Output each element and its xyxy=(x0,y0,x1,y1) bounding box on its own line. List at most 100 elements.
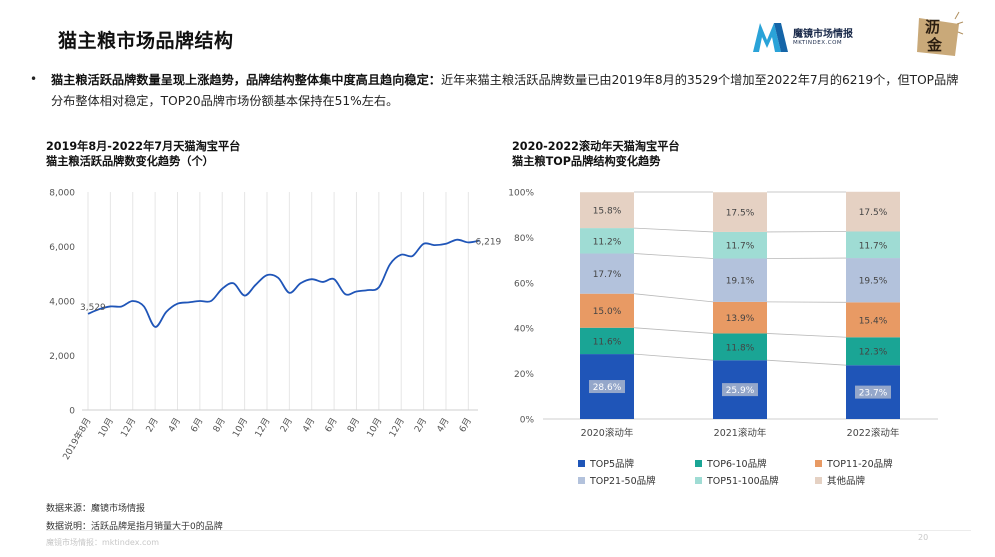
bar-segment xyxy=(846,258,900,303)
legend-label: TOP11-20品牌 xyxy=(827,459,893,470)
brand-url: MKTINDEX.COM xyxy=(793,40,843,46)
line-chart-series-line xyxy=(87,238,480,328)
bar-data-label: 15.8% xyxy=(593,207,622,217)
bar-chart-connector-line xyxy=(633,293,714,303)
bar-segment xyxy=(580,228,634,254)
bar-segment xyxy=(713,258,767,302)
line-chart-y-tick-label: 8,000 xyxy=(49,189,75,199)
bar-data-label: 15.0% xyxy=(593,307,622,317)
brand-logo: 魔镜市场情报 MKTINDEX.COM xyxy=(751,20,861,54)
bar-data-label: 15.4% xyxy=(859,316,888,326)
bar-segment xyxy=(713,192,767,232)
bar-category-label: 2021滚动年 xyxy=(714,427,767,439)
line-chart-x-tick-label: 12月 xyxy=(387,416,407,439)
line-chart-title: 2019年8月-2022年7月天猫淘宝平台 猫主粮活跃品牌数变化趋势（个） xyxy=(46,139,240,169)
bar-segment xyxy=(713,231,767,259)
bar-chart-y-tick-label: 100% xyxy=(508,189,534,199)
legend-label: TOP21-50品牌 xyxy=(590,476,656,487)
legend-swatch xyxy=(578,460,585,467)
bar-chart-y-tick-label: 20% xyxy=(514,370,534,380)
bar-segment xyxy=(580,253,634,294)
line-chart-x-tick-label: 6月 xyxy=(323,416,340,434)
line-chart-x-tick-label: 6月 xyxy=(457,416,474,434)
bar-chart-title-line1: 2020-2022滚动年天猫淘宝平台 xyxy=(512,140,680,153)
stacked-bar-chart: 0% 20% 40% 60% 80% 100% 28.6% 11.6% 15.0% 17.7% 11… xyxy=(508,189,938,439)
legend-item: TOP51-100品牌 xyxy=(695,473,779,487)
legend-swatch xyxy=(815,460,822,467)
definition-note: 数据说明：活跃品牌是指月销量大于0的品牌 xyxy=(46,522,223,532)
legend-swatch xyxy=(815,477,822,484)
bar-data-label: 25.9% xyxy=(726,386,755,396)
lijin-badge-icon: 沥 金 xyxy=(917,11,964,56)
line-chart-data-label: 3,529 xyxy=(80,303,106,313)
bar-chart-y-tick-label: 0% xyxy=(520,416,535,426)
line-chart-y-tick-label: 4,000 xyxy=(49,298,75,308)
bar-data-label-background xyxy=(855,385,891,399)
legend-swatch xyxy=(695,460,702,467)
source-note: 数据来源：魔镜市场情报 xyxy=(46,504,146,514)
badge-char-1: 沥 xyxy=(925,18,940,36)
bar-data-label-background xyxy=(722,383,758,397)
bar-segment xyxy=(846,191,900,232)
bar-chart-y-tick-label: 80% xyxy=(514,234,534,244)
bar-data-label: 19.1% xyxy=(726,277,755,287)
bar-chart-connector-line xyxy=(766,333,847,338)
line-chart-y-tick-label: 0 xyxy=(69,407,75,417)
line-chart-x-tick-label: 2月 xyxy=(144,416,161,434)
line-chart-x-tick-label: 2月 xyxy=(412,416,429,434)
bar-data-label: 23.7% xyxy=(859,389,888,399)
bar-data-label: 17.5% xyxy=(726,209,755,219)
bar-data-label: 11.6% xyxy=(593,337,622,347)
bar-chart-title: 2020-2022滚动年天猫淘宝平台 猫主粮TOP品牌结构变化趋势 xyxy=(512,139,680,169)
bar-chart-connector-line xyxy=(633,253,714,259)
bar-chart-connector-line xyxy=(633,327,714,334)
bar-chart-y-tick-label: 40% xyxy=(514,325,534,335)
line-chart-x-tick-label: 4月 xyxy=(435,416,452,434)
line-chart-x-tick-label: 12月 xyxy=(119,416,139,439)
summary-body: 近年来猫主粮活跃品牌数量已由2019年8月的3529个增加至2022年7月的62… xyxy=(51,73,959,108)
line-chart-x-tick-label: 8月 xyxy=(211,416,228,434)
footer-divider xyxy=(46,530,971,531)
legend-label: 其他品牌 xyxy=(827,476,866,487)
line-chart-y-tick-label: 2,000 xyxy=(49,352,75,362)
bar-data-label: 11.8% xyxy=(726,343,755,353)
line-chart-x-tick-label: 8月 xyxy=(345,416,362,434)
bar-segment xyxy=(713,301,767,334)
bar-segment xyxy=(846,302,900,338)
legend-item: 其他品牌 xyxy=(815,473,865,487)
bar-data-label: 28.6% xyxy=(593,383,622,393)
legend-item: TOP11-20品牌 xyxy=(815,456,893,470)
line-chart-x-tick-label: 10月 xyxy=(230,416,250,439)
bar-segment xyxy=(846,337,900,366)
brand-m-icon xyxy=(753,23,788,52)
legend-swatch xyxy=(578,477,585,484)
line-chart-x-tick-label: 4月 xyxy=(166,416,183,434)
line-chart-x-tick-label: 10月 xyxy=(96,416,116,439)
bar-category-label: 2022滚动年 xyxy=(847,427,900,439)
bar-segment xyxy=(580,293,634,328)
page-title: 猫主粮市场品牌结构 xyxy=(58,30,234,52)
bar-data-label: 17.5% xyxy=(859,208,888,218)
bar-data-label: 19.5% xyxy=(859,277,888,287)
legend-label: TOP6-10品牌 xyxy=(707,459,767,470)
line-chart-x-tick-label: 6月 xyxy=(189,416,206,434)
bar-segment xyxy=(713,333,767,361)
bar-data-label: 11.7% xyxy=(726,242,755,252)
bar-segment xyxy=(846,231,900,259)
bar-data-label: 11.7% xyxy=(859,241,888,251)
bar-chart-title-line2: 猫主粮TOP品牌结构变化趋势 xyxy=(512,155,661,168)
line-chart-x-tick-label: 4月 xyxy=(300,416,317,434)
bar-segment xyxy=(580,327,634,355)
summary-headline: 猫主粮活跃品牌数量呈现上涨趋势，品牌结构整体集中度高且趋向稳定： xyxy=(51,73,441,87)
line-chart-x-tick-label: 12月 xyxy=(253,416,273,439)
brand-name: 魔镜市场情报 xyxy=(793,29,853,40)
bar-data-label: 11.2% xyxy=(593,237,622,247)
legend-label: TOP5品牌 xyxy=(590,459,635,470)
bar-data-label: 17.7% xyxy=(593,270,622,280)
footer-text: 魔镜市场情报：mktindex.com xyxy=(46,538,160,547)
bar-category-label: 2020滚动年 xyxy=(581,427,634,439)
line-chart-title-line1: 2019年8月-2022年7月天猫淘宝平台 xyxy=(46,140,241,153)
line-chart-title-line2: 猫主粮活跃品牌数变化趋势（个） xyxy=(46,155,214,168)
legend-item: TOP6-10品牌 xyxy=(695,456,767,470)
